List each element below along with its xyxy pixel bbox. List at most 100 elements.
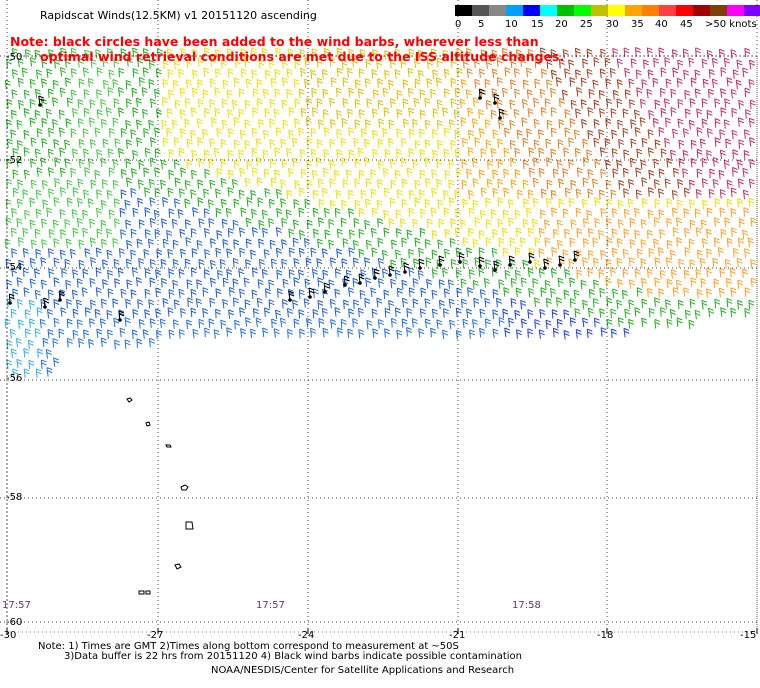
wind-barb [226, 327, 233, 337]
wind-barb [219, 258, 226, 269]
wind-barb [527, 189, 534, 199]
wind-barb [708, 307, 715, 318]
wind-barb [191, 169, 198, 180]
wind-barb [87, 77, 94, 88]
wind-barb [334, 268, 341, 278]
wind-barb [516, 329, 523, 339]
wind-barb [89, 139, 96, 149]
wind-barb [396, 109, 403, 119]
wind-barb [117, 87, 125, 97]
wind-barb [292, 237, 299, 248]
wind-barb [334, 207, 341, 218]
wind-barb [209, 277, 217, 288]
wind-barb [700, 219, 707, 230]
wind-barb [480, 209, 486, 220]
wind-barb [323, 167, 329, 178]
wind-barb [622, 268, 629, 279]
legend-swatch [676, 5, 693, 16]
wind-barb [478, 247, 485, 257]
wind-barb [432, 69, 439, 80]
wind-barb [252, 107, 259, 117]
wind-barb [24, 328, 31, 338]
wind-barb [528, 247, 535, 257]
wind-barb [581, 198, 588, 209]
wind-barb [660, 307, 666, 317]
wind-barb [538, 329, 545, 339]
wind-barb [592, 79, 599, 90]
wind-barb [208, 318, 215, 328]
wind-barb [431, 268, 438, 279]
wind-barb [304, 198, 311, 209]
wind-barb [166, 48, 173, 58]
wind-barb [21, 67, 28, 77]
wind-barb [268, 279, 275, 289]
wind-barb [4, 318, 11, 328]
wind-barb [400, 257, 407, 268]
wind-barb [45, 349, 52, 359]
wind-barb [501, 87, 509, 98]
wind-barb [321, 248, 328, 258]
wind-barb [550, 107, 557, 117]
wind-barb [258, 220, 265, 230]
wind-barb [271, 318, 278, 329]
wind-barb [466, 68, 473, 78]
wind-barb [130, 129, 137, 139]
wind-barb [354, 79, 361, 89]
wind-barb [215, 308, 221, 319]
wind-barb [257, 197, 264, 207]
wind-barb [215, 288, 222, 298]
wind-barb [600, 250, 607, 260]
wind-barb [450, 258, 457, 269]
wind-barb [190, 307, 197, 318]
wind-barb [408, 248, 415, 259]
wind-barb [304, 78, 311, 89]
wind-barb [275, 227, 282, 237]
wind-barb [502, 209, 509, 220]
wind-barb [102, 57, 109, 68]
island [165, 444, 172, 448]
wind-barb [288, 228, 295, 239]
wind-barb [23, 129, 30, 140]
wind-barb [702, 78, 709, 89]
wind-barb [545, 138, 552, 149]
wind-barb [401, 318, 408, 328]
wind-barb [234, 319, 241, 330]
wind-barb [466, 168, 473, 179]
wind-barb [688, 238, 695, 249]
wind-barb [259, 258, 265, 269]
wind-barb [467, 129, 475, 140]
wind-barb [443, 148, 450, 159]
wind-barb [515, 49, 522, 59]
wind-barb [90, 257, 97, 267]
wind-barb [17, 319, 24, 329]
wind-barb [586, 328, 593, 339]
wind-barb [154, 167, 161, 177]
wind-barb [6, 178, 13, 189]
contamination-dot [323, 290, 327, 294]
wind-barb [391, 239, 398, 250]
wind-barb [653, 238, 660, 249]
wind-speed-legend [455, 5, 760, 16]
note-line-2: optimal wind retrieval conditions are me… [40, 49, 565, 64]
wind-barb [659, 269, 666, 280]
wind-barb [70, 128, 77, 138]
wind-barb [558, 119, 565, 129]
wind-barb [413, 258, 420, 268]
wind-barb [690, 158, 697, 168]
wind-barb [495, 297, 502, 308]
wind-barb [408, 267, 415, 277]
wind-barb [137, 299, 144, 309]
wind-barb [334, 307, 341, 317]
wind-barb [677, 179, 684, 189]
wind-barb [251, 227, 258, 237]
wind-barb [41, 239, 48, 249]
wind-barb [340, 137, 347, 148]
wind-barb [544, 237, 551, 247]
wind-barb [310, 247, 317, 257]
wind-barb [61, 268, 68, 278]
wind-barb [29, 117, 36, 128]
wind-barb [18, 259, 25, 270]
wind-barb [705, 228, 712, 239]
wind-barb [496, 57, 503, 67]
wind-barb [689, 98, 696, 108]
